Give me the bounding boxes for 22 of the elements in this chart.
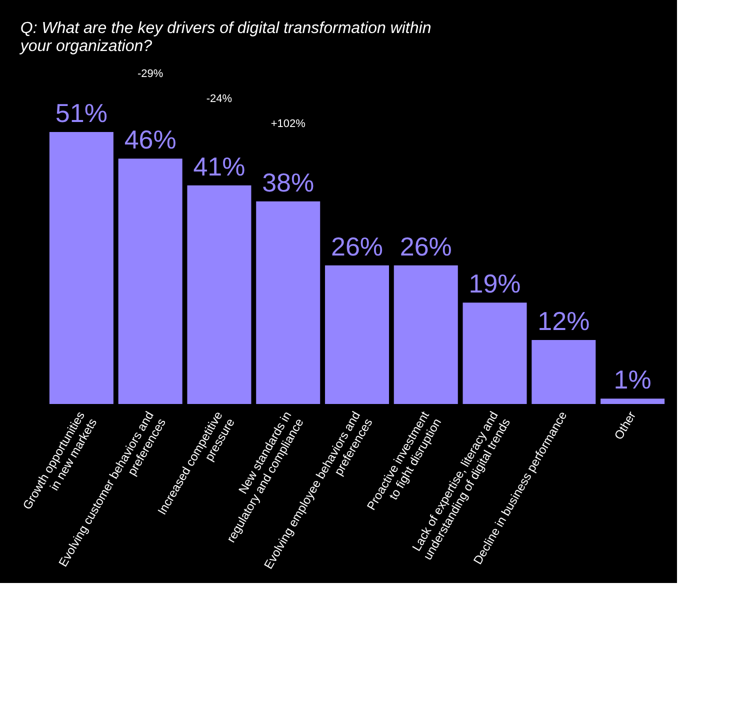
bar (49, 132, 114, 404)
bar (118, 158, 182, 404)
data-label: 12% (538, 306, 590, 336)
bar (462, 302, 527, 404)
text: -24% (206, 93, 232, 105)
text: -29% (137, 68, 164, 80)
data-label: 26% (330, 231, 384, 262)
bar (394, 265, 458, 404)
data-label: 1% (614, 364, 652, 395)
bar (532, 340, 596, 404)
data-label: 38% (262, 167, 314, 198)
text: +102% (270, 118, 306, 130)
bar (325, 265, 389, 404)
data-label: 26% (400, 231, 452, 262)
data-label: 51% (55, 98, 108, 128)
bar (187, 185, 252, 404)
data-label: 41% (193, 151, 246, 182)
chart-title: Q: What are the key drivers of digital transformation within your organization? (19, 20, 432, 55)
bar (600, 398, 665, 404)
data-label: 46% (124, 124, 176, 155)
data-label: 19% (468, 268, 521, 299)
bar (256, 201, 320, 404)
